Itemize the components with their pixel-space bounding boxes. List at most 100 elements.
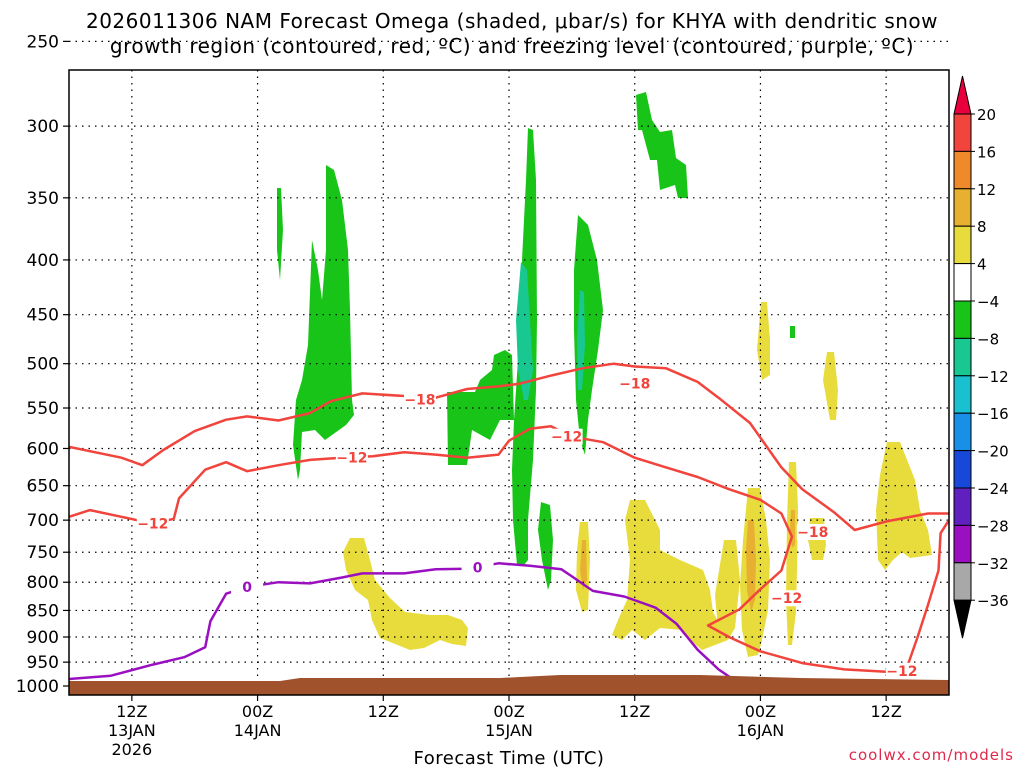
colorbar-label: −36 xyxy=(977,592,1009,610)
x-tick-date: 14JAN xyxy=(234,721,282,740)
chart-title-line2: growth region (contoured, red, ºC) and f… xyxy=(109,34,915,58)
y-tick-label: 450 xyxy=(27,306,59,326)
x-axis-label: Forecast Time (UTC) xyxy=(414,748,605,768)
contour-label: 0 xyxy=(473,560,483,576)
y-tick-label: 650 xyxy=(27,477,59,497)
y-tick-label: 950 xyxy=(27,653,59,673)
colorbar-swatch xyxy=(953,375,972,414)
colorbar-swatch xyxy=(953,524,972,564)
colorbar-label: 20 xyxy=(977,106,996,124)
omega-positive-region xyxy=(343,538,468,650)
chart-title-line1: 2026011306 NAM Forecast Omega (shaded, μ… xyxy=(85,9,939,33)
colorbar-swatch xyxy=(953,412,972,452)
y-tick-label: 600 xyxy=(27,439,59,459)
x-tick-label: 12Z xyxy=(116,702,147,721)
terrain-fill xyxy=(69,675,949,695)
y-tick-label: 1000 xyxy=(16,677,59,697)
omega-positive-region xyxy=(612,500,728,650)
colorbar: 20 16 12 8 4 −4 −8 −12 −16 −20 −24 −28 −32 −36 xyxy=(953,75,1009,639)
credit-text: coolwx.com/models xyxy=(848,746,1014,764)
contour-label: 0 xyxy=(242,580,252,596)
colorbar-label: 4 xyxy=(977,256,987,274)
contour-label: −18 xyxy=(619,377,650,393)
x-tick-label: 00Z xyxy=(242,702,273,721)
x-tick-label: 12Z xyxy=(368,702,399,721)
contour-label: −18 xyxy=(797,525,828,541)
omega-negative-region xyxy=(447,350,514,465)
colorbar-swatch xyxy=(953,337,972,377)
colorbar-swatch xyxy=(953,150,972,190)
contour-label-bg xyxy=(550,428,583,445)
omega-positive-region xyxy=(757,302,770,380)
colorbar-swatch xyxy=(953,263,972,302)
colorbar-label: −8 xyxy=(977,330,999,348)
y-tick-label: 550 xyxy=(27,399,59,419)
omega-positive-region xyxy=(715,540,740,640)
x-tick-date: 16JAN xyxy=(737,721,785,740)
colorbar-swatch xyxy=(953,562,972,601)
omega-negative-region xyxy=(538,502,553,590)
x-tick-year: 2026 xyxy=(111,740,152,759)
x-tick-label: 00Z xyxy=(745,702,776,721)
contour-label-bg xyxy=(461,559,494,576)
contour-label-bg xyxy=(335,449,368,466)
contour-label-bg xyxy=(885,662,918,679)
y-tick-label: 750 xyxy=(27,543,59,563)
contour-label-bg xyxy=(231,578,264,595)
y-tick-label: 300 xyxy=(27,117,59,137)
omega-positive-strong-region xyxy=(746,520,756,612)
colorbar-top-arrow xyxy=(953,75,972,115)
contour-label-bg xyxy=(136,515,169,532)
x-tick-label: 12Z xyxy=(870,702,901,721)
x-tick-label: 12Z xyxy=(619,702,650,721)
x-tick-date: 15JAN xyxy=(485,721,533,740)
contour-label: −12 xyxy=(886,664,917,680)
y-tick-label: 800 xyxy=(27,573,59,593)
contour-label-bg xyxy=(403,391,436,408)
colorbar-label: 12 xyxy=(977,181,996,199)
omega-positive-region xyxy=(876,442,932,570)
omega-negative-strong-region xyxy=(516,262,533,400)
contour-line xyxy=(69,424,949,674)
y-tick-label: 250 xyxy=(27,32,59,52)
y-tick-label: 500 xyxy=(27,355,59,375)
y-tick-label: 700 xyxy=(27,511,59,531)
temperature-contours xyxy=(69,362,949,685)
colorbar-label: −12 xyxy=(977,368,1009,386)
y-tick-label: 850 xyxy=(27,601,59,621)
contour-label-bg xyxy=(770,590,803,607)
colorbar-swatch xyxy=(953,225,972,265)
omega-negative-region xyxy=(636,92,688,198)
y-tick-label: 900 xyxy=(27,628,59,648)
omega-positive-region xyxy=(823,352,838,420)
contour-label: −12 xyxy=(551,430,582,446)
omega-negative-region xyxy=(574,215,603,455)
y-axis: 250 300 350 400 450 500 550 600 650 700 750 800 850 9… xyxy=(16,32,69,697)
contour-line xyxy=(69,562,741,685)
contour-label-bg xyxy=(618,375,651,392)
omega-shading xyxy=(277,92,932,657)
colorbar-label: −24 xyxy=(977,480,1009,498)
contour-label-bg xyxy=(796,523,829,540)
contour-line xyxy=(69,362,949,532)
colorbar-label: 16 xyxy=(977,143,996,161)
x-tick-label: 00Z xyxy=(493,702,524,721)
colorbar-swatch xyxy=(953,450,972,489)
colorbar-label: −16 xyxy=(977,405,1009,423)
omega-negative-region xyxy=(293,165,354,480)
omega-negative-region xyxy=(277,188,283,280)
contour-label: −12 xyxy=(336,451,367,467)
contour-label: −18 xyxy=(404,392,435,408)
x-tick-date: 13JAN xyxy=(108,721,156,740)
colorbar-label: −28 xyxy=(977,517,1009,535)
ground-terrain xyxy=(69,675,949,695)
omega-positive-strong-region xyxy=(580,540,587,590)
contour-label: −12 xyxy=(137,516,168,532)
colorbar-label: 8 xyxy=(977,218,987,236)
colorbar-swatch xyxy=(953,113,972,152)
y-tick-label: 350 xyxy=(27,189,59,209)
colorbar-label: −32 xyxy=(977,555,1009,573)
omega-negative-region xyxy=(790,326,795,338)
